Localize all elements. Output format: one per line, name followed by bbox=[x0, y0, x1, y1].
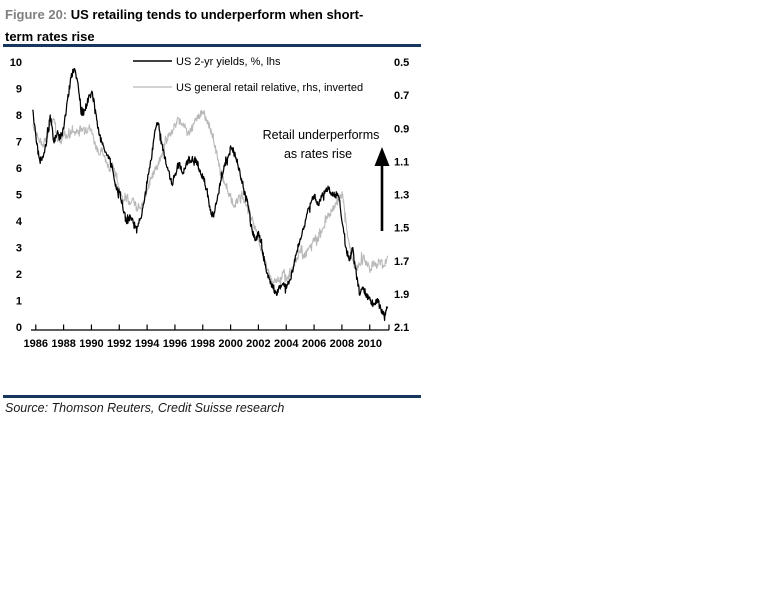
annotation-line2: as rates rise bbox=[284, 147, 352, 161]
y-axis-left-tick-label: 1 bbox=[16, 296, 22, 308]
x-axis-label: 1998 bbox=[191, 338, 215, 350]
source-text: Source: Thomson Reuters, Credit Suisse r… bbox=[5, 401, 285, 415]
x-axis-label: 2008 bbox=[330, 338, 354, 350]
legend-label-0: US 2-yr yields, %, lhs bbox=[176, 56, 281, 68]
y-axis-left-tick-label: 10 bbox=[10, 57, 22, 69]
x-axis-label: 1996 bbox=[163, 338, 187, 350]
title-underline-rule bbox=[3, 44, 421, 47]
x-axis-label: 1992 bbox=[107, 338, 131, 350]
y-axis-right-tick-label: 0.5 bbox=[394, 57, 409, 69]
figure-title-line2: term rates rise bbox=[5, 29, 95, 44]
retail-relative-line bbox=[32, 109, 389, 288]
y-axis-right-tick-label: 2.1 bbox=[394, 322, 409, 334]
y-axis-left-tick-label: 0 bbox=[16, 322, 22, 334]
y-axis-right-tick-label: 0.9 bbox=[394, 123, 409, 135]
y-axis-left-tick-label: 8 bbox=[16, 110, 22, 122]
x-axis-label: 1990 bbox=[79, 338, 103, 350]
figure-title: Figure 20: US retailing tends to underpe… bbox=[5, 4, 429, 48]
x-axis-label: 2000 bbox=[218, 338, 242, 350]
figure-number-label: Figure 20: bbox=[5, 7, 68, 22]
figure-bottom-rule bbox=[3, 395, 421, 398]
y-axis-right-tick-label: 1.3 bbox=[394, 190, 409, 202]
annotation-line1: Retail underperforms bbox=[263, 128, 380, 142]
chart-svg: US 2-yr yields, %, lhs US general retail … bbox=[10, 56, 410, 350]
y-axis-left-tick-label: 9 bbox=[16, 84, 22, 96]
y-axis-right-tick-label: 0.7 bbox=[394, 90, 409, 102]
y-axis-right-tick-label: 1.9 bbox=[394, 289, 409, 301]
legend-label-1: US general retail relative, rhs, inverte… bbox=[176, 82, 363, 94]
y-axis-left-tick-label: 4 bbox=[16, 216, 23, 228]
x-axis-label: 1994 bbox=[135, 338, 160, 350]
y-axis-left-tick-label: 2 bbox=[16, 269, 22, 281]
x-axis-label: 2010 bbox=[357, 338, 381, 350]
y-axis-left-tick-label: 6 bbox=[16, 163, 22, 175]
annotation-arrow-head bbox=[374, 147, 390, 166]
x-axis-label: 2004 bbox=[274, 338, 299, 350]
y-axis-left-tick-label: 5 bbox=[16, 190, 22, 202]
y-axis-left-tick-label: 7 bbox=[16, 137, 22, 149]
y-axis-right-tick-label: 1.5 bbox=[394, 223, 409, 235]
two-year-yield-line bbox=[32, 67, 389, 322]
y-axis-left-tick-label: 3 bbox=[16, 243, 22, 255]
y-axis-right-tick-label: 1.1 bbox=[394, 156, 409, 168]
y-axis-right-tick-label: 1.7 bbox=[394, 256, 409, 268]
figure-title-line1: US retailing tends to underperform when … bbox=[70, 7, 364, 22]
x-axis-label: 2006 bbox=[302, 338, 326, 350]
x-axis-label: 2002 bbox=[246, 338, 270, 350]
x-axis-label: 1988 bbox=[51, 338, 75, 350]
x-axis-label: 1986 bbox=[24, 338, 48, 350]
